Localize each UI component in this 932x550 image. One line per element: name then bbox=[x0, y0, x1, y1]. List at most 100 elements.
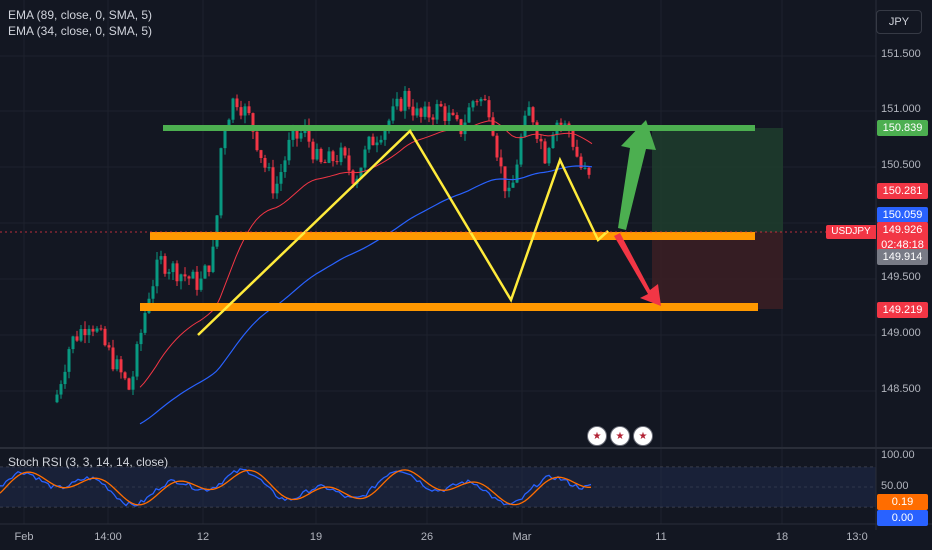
candle-body bbox=[155, 259, 159, 287]
candle-body bbox=[335, 161, 339, 163]
candle-body bbox=[403, 90, 407, 111]
candle-body bbox=[315, 148, 319, 160]
us-flag-icon[interactable]: ★ bbox=[587, 426, 607, 446]
candle-body bbox=[243, 106, 247, 116]
candle-body bbox=[571, 131, 575, 147]
candle-body bbox=[171, 263, 175, 273]
candle-body bbox=[307, 125, 311, 142]
candle-body bbox=[367, 136, 371, 150]
candle-body bbox=[195, 271, 199, 290]
candle-body bbox=[207, 265, 211, 272]
candle-body bbox=[419, 108, 423, 117]
candle-body bbox=[139, 332, 143, 345]
support-line-lower bbox=[140, 303, 758, 311]
candle-body bbox=[439, 104, 443, 107]
candle-body bbox=[339, 147, 343, 163]
us-flag-icon[interactable]: ★ bbox=[633, 426, 653, 446]
candle-body bbox=[363, 149, 367, 168]
candle-body bbox=[167, 272, 171, 274]
candle-body bbox=[387, 120, 391, 129]
resistance-line bbox=[163, 125, 755, 131]
stoch-k-badge: 0.00 bbox=[877, 510, 928, 526]
candle-body bbox=[515, 164, 519, 183]
candle-body bbox=[455, 115, 459, 120]
candle-body bbox=[227, 119, 231, 129]
candle-body bbox=[247, 106, 251, 114]
stoch-band bbox=[0, 467, 876, 507]
candle-body bbox=[539, 138, 543, 142]
candle-body bbox=[383, 128, 387, 140]
candle-body bbox=[551, 134, 555, 149]
candle-body bbox=[127, 378, 131, 390]
candle-body bbox=[435, 104, 439, 120]
candle-body bbox=[83, 329, 87, 336]
ema89-line bbox=[139, 165, 593, 425]
candle-body bbox=[239, 107, 243, 116]
candle-body bbox=[91, 328, 95, 332]
candle-body bbox=[271, 167, 275, 194]
legend-ema89[interactable]: EMA (89, close, 0, SMA, 5) bbox=[8, 8, 153, 22]
legend-ema34[interactable]: EMA (34, close, 0, SMA, 5) bbox=[8, 24, 153, 38]
currency-button[interactable]: JPY bbox=[876, 10, 922, 34]
candle-body bbox=[175, 263, 179, 282]
y-tick: 149.000 bbox=[881, 327, 921, 339]
candle-body bbox=[327, 151, 331, 163]
badge-support: 149.219 bbox=[877, 302, 928, 318]
candle-body bbox=[59, 384, 63, 395]
candle-body bbox=[347, 155, 351, 171]
candle-body bbox=[423, 106, 427, 117]
x-tick: 14:00 bbox=[94, 531, 122, 543]
candle-body bbox=[219, 148, 223, 216]
candle-body bbox=[291, 130, 295, 140]
candle-body bbox=[159, 256, 163, 260]
candle-body bbox=[199, 278, 203, 290]
event-icons: ★ ★ ★ bbox=[587, 426, 653, 446]
candle-body bbox=[511, 182, 515, 188]
candle-body bbox=[279, 172, 283, 184]
candle-body bbox=[103, 328, 107, 346]
candle-body bbox=[255, 131, 259, 151]
x-tick: 26 bbox=[420, 531, 434, 543]
candle-body bbox=[507, 187, 511, 192]
y-tick: 151.000 bbox=[881, 103, 921, 115]
arrow-down bbox=[614, 233, 661, 306]
countdown: 02:48:18 bbox=[881, 239, 924, 251]
candle-body bbox=[211, 246, 215, 272]
legend-stoch-rsi[interactable]: Stoch RSI (3, 3, 14, 14, close) bbox=[8, 455, 169, 469]
y-tick: 148.500 bbox=[881, 383, 921, 395]
y-tick: 151.500 bbox=[881, 48, 921, 60]
x-tick: 18 bbox=[775, 531, 789, 543]
x-tick: Feb bbox=[14, 531, 34, 543]
candle-body bbox=[143, 312, 147, 333]
stoch-d-line bbox=[0, 469, 591, 506]
candle-body bbox=[299, 133, 303, 139]
badge-resistance: 150.839 bbox=[877, 120, 928, 136]
candle-body bbox=[179, 274, 183, 282]
candle-body bbox=[123, 372, 127, 379]
candle-body bbox=[79, 329, 83, 341]
candle-body bbox=[487, 100, 491, 118]
candle-body bbox=[579, 156, 583, 168]
badge-ema34: 150.281 bbox=[877, 183, 928, 199]
stoch-k-line bbox=[0, 468, 592, 507]
candle-body bbox=[87, 328, 91, 336]
candle-body bbox=[111, 347, 115, 370]
candle-body bbox=[191, 271, 195, 279]
candle-body bbox=[467, 107, 471, 123]
y-tick: 149.500 bbox=[881, 271, 921, 283]
candle-body bbox=[479, 98, 483, 102]
candle-body bbox=[235, 98, 239, 108]
arrow-up bbox=[618, 120, 656, 230]
last-price-badge: 149.926 02:48:18 bbox=[877, 222, 928, 254]
candle-body bbox=[443, 106, 447, 121]
candle-body bbox=[187, 276, 191, 279]
candle-body bbox=[495, 135, 499, 158]
candle-body bbox=[319, 148, 323, 163]
candle-body bbox=[587, 167, 591, 175]
candle-body bbox=[99, 328, 103, 330]
candle-body bbox=[331, 151, 335, 162]
candle-body bbox=[107, 345, 111, 348]
us-flag-icon[interactable]: ★ bbox=[610, 426, 630, 446]
candle-body bbox=[447, 112, 451, 121]
